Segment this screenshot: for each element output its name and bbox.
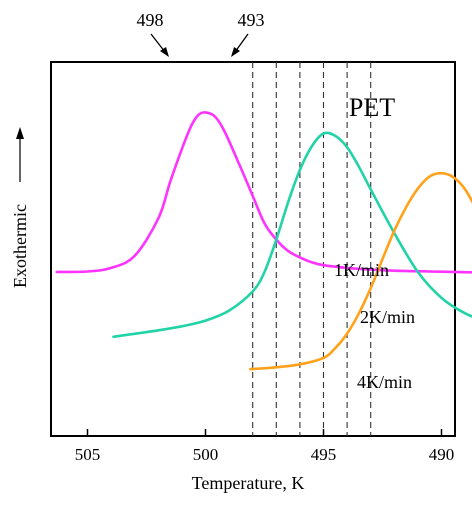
x-axis-ticks: 505500495490485480 xyxy=(75,429,455,464)
x-axis-title: Temperature, K xyxy=(192,473,305,493)
series-4k-curve xyxy=(249,171,472,371)
series-label-2k: 2K/min xyxy=(360,307,415,327)
y-axis-arrow-icon xyxy=(16,127,24,182)
dashed-reference-lines xyxy=(252,62,372,436)
series-2k-curve xyxy=(112,131,472,339)
annotation-arrow-left-icon xyxy=(150,33,169,57)
annotation-498: 498 xyxy=(137,10,164,30)
x-tick-label-505: 505 xyxy=(75,445,101,464)
x-tick-label-490: 490 xyxy=(429,445,455,464)
y-axis-title: Exothermic xyxy=(10,204,30,288)
series-label-1k: 1K/min xyxy=(334,260,389,280)
series-1k-curve xyxy=(55,111,472,274)
series-label-4k: 4K/min xyxy=(357,372,412,392)
x-tick-label-495: 495 xyxy=(311,445,337,464)
annotation-arrow-right-icon xyxy=(231,33,249,57)
series-curves xyxy=(55,111,472,371)
annotation-493: 493 xyxy=(238,10,265,30)
x-tick-label-500: 500 xyxy=(193,445,219,464)
chart-title: PET xyxy=(349,93,395,122)
